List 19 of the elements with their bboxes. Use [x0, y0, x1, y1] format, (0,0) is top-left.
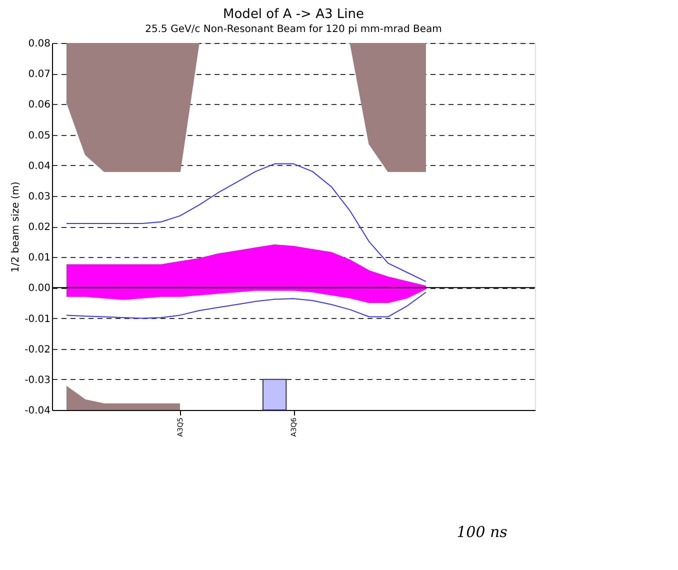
y-tick-label: 0.00 — [28, 283, 50, 294]
chart-title: Model of A -> A3 Line — [223, 7, 364, 22]
chart-subtitle: 25.5 GeV/c Non-Resonant Beam for 120 pi mm-mrad Beam — [145, 24, 442, 35]
y-tick-label: -0.04 — [24, 406, 50, 416]
y-axis-title: 1/2 beam size (m) — [10, 181, 22, 272]
line-series — [66, 163, 426, 282]
y-tick-label: -0.03 — [24, 374, 50, 386]
y-tick-label: 0.04 — [28, 160, 50, 172]
text: 100 ns — [456, 523, 508, 541]
y-tick-label: 0.01 — [28, 252, 50, 264]
y-tick-label: 0.03 — [28, 191, 50, 202]
y-tick-label: -0.01 — [24, 314, 50, 325]
line-series — [66, 292, 426, 319]
y-tick-label: 0.05 — [28, 130, 50, 142]
y-tick-label: 0.07 — [28, 69, 50, 80]
y-tick-label: 0.08 — [28, 38, 50, 50]
y-tick-label: 0.06 — [28, 100, 50, 111]
y-tick-label: -0.02 — [24, 344, 50, 356]
y-tick-label: 0.02 — [28, 222, 50, 233]
